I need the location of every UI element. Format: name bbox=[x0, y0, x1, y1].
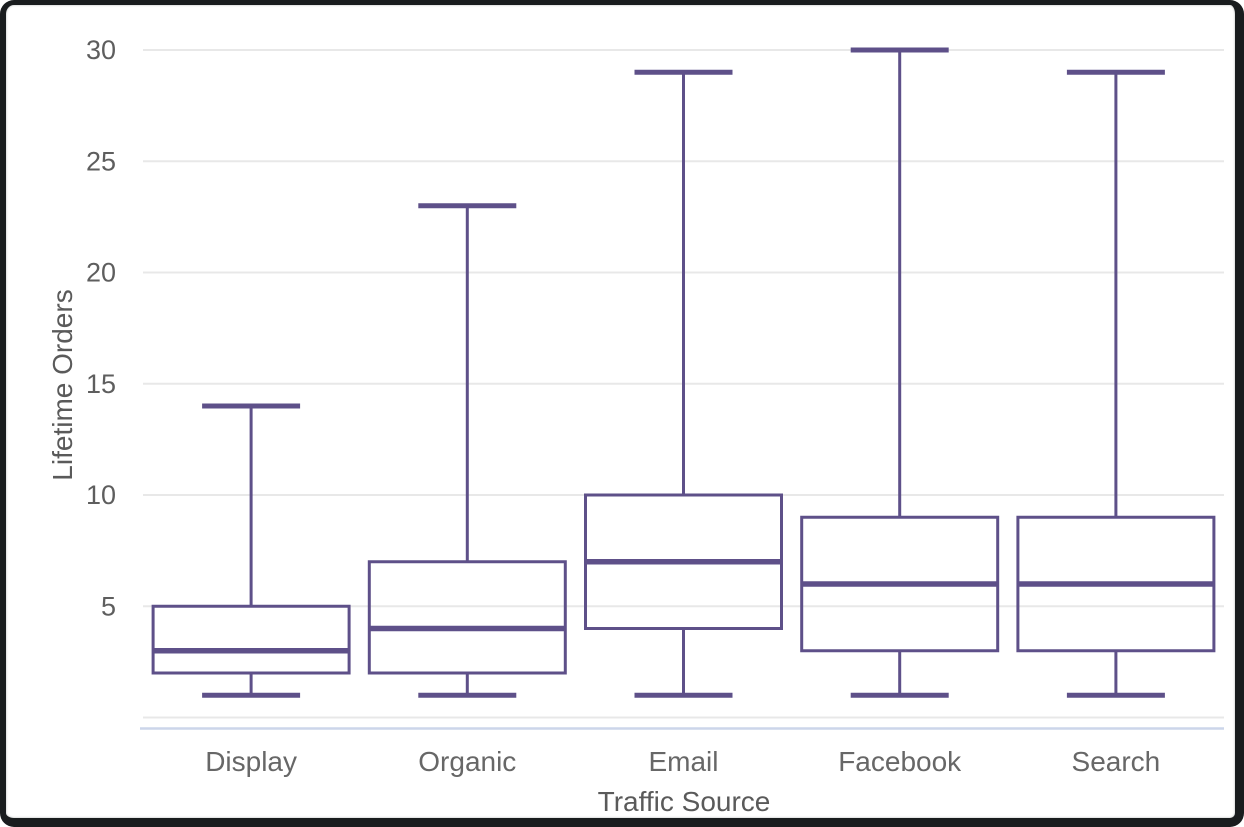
x-tick-label-display: Display bbox=[205, 746, 297, 777]
x-tick-label-email: Email bbox=[648, 746, 718, 777]
x-tick-label-search: Search bbox=[1072, 746, 1161, 777]
x-tick-label-organic: Organic bbox=[418, 746, 516, 777]
x-tick-label-facebook: Facebook bbox=[838, 746, 962, 777]
y-tick-label-5: 5 bbox=[101, 591, 116, 621]
boxplot-canvas: Lifetime Orders Traffic Source 5 10 15 20 25… bbox=[47, 35, 1224, 817]
boxplot-organic[interactable] bbox=[367, 203, 567, 698]
y-tick-label-15: 15 bbox=[86, 369, 116, 399]
iqr-box bbox=[367, 560, 567, 675]
boxplot-email[interactable] bbox=[584, 69, 783, 698]
iqr-box bbox=[151, 604, 351, 675]
boxplot-search[interactable] bbox=[1016, 69, 1216, 698]
boxplot-display[interactable] bbox=[151, 403, 351, 698]
y-tick-label-10: 10 bbox=[86, 480, 116, 510]
x-axis-title: Traffic Source bbox=[598, 786, 771, 817]
y-tick-label-20: 20 bbox=[86, 258, 116, 288]
y-axis-title: Lifetime Orders bbox=[47, 289, 78, 480]
y-tick-label-30: 30 bbox=[86, 35, 116, 65]
y-tick-label-25: 25 bbox=[86, 146, 116, 176]
boxplot-facebook[interactable] bbox=[800, 47, 1000, 698]
